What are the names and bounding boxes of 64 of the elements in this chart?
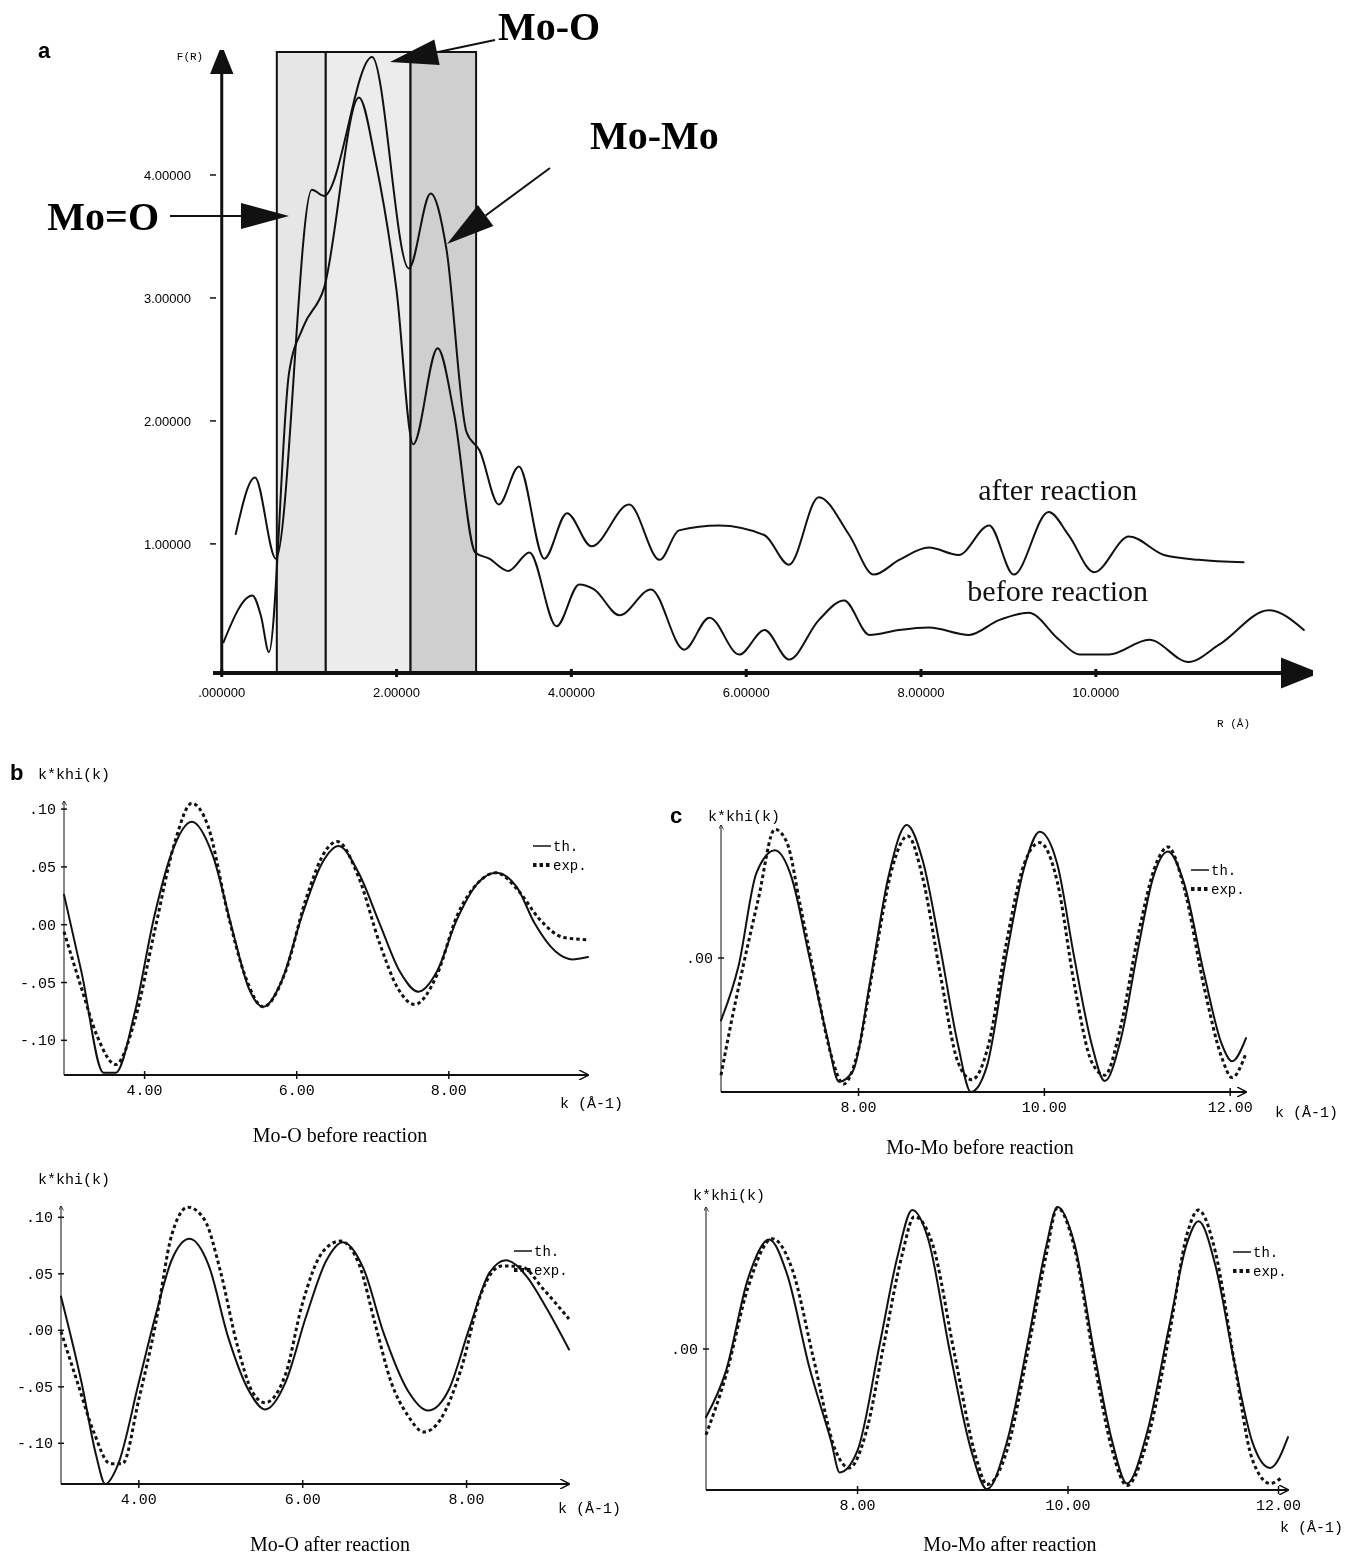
x-tick-label: .000000: [198, 685, 246, 700]
y-tick-label: .05: [28, 859, 56, 877]
y-tick-label: .00: [28, 917, 56, 935]
x-tick-label: 10.00: [1045, 1498, 1091, 1515]
y-axis-title: k*khi(k): [693, 1188, 766, 1205]
y-axis-title: k*khi(k): [708, 809, 781, 826]
series-label: before reaction: [967, 573, 1149, 607]
x-tick-label: 10.00: [1021, 1100, 1067, 1117]
text: Mo-O: [498, 4, 601, 49]
y-tick-label: -.05: [16, 1379, 53, 1397]
legend-label: th.: [553, 839, 579, 855]
x-tick-label: 12.00: [1256, 1498, 1302, 1515]
y-tick-label: .05: [25, 1266, 53, 1284]
x-tick-label: 2.00000: [373, 685, 421, 700]
x-axis-title: k (Å-1): [558, 1501, 622, 1518]
legend-label: th.: [1253, 1245, 1279, 1261]
x-tick-label: 4.00: [120, 1492, 157, 1509]
x-tick-label: 12.00: [1207, 1100, 1253, 1117]
x-tick-label: 6.00: [284, 1492, 321, 1509]
text: b: [10, 760, 24, 785]
x-axis-title: k (Å-1): [1280, 1520, 1344, 1537]
legend-label: exp.: [534, 1263, 568, 1279]
x-tick-label: 4.00000: [547, 685, 595, 700]
annotation: Mo-Mo: [590, 113, 719, 158]
x-axis-title: k (Å-1): [1275, 1105, 1339, 1122]
y-axis-title: F(R): [176, 51, 204, 63]
y-tick-label: -.10: [19, 1033, 56, 1051]
legend-label: th.: [534, 1244, 560, 1260]
text: Mo-O before reaction: [252, 1124, 428, 1146]
legend-label: exp.: [553, 858, 587, 874]
y-tick-label: 4.00000: [144, 167, 191, 183]
text: c: [670, 803, 683, 828]
y-axis-title: k*khi(k): [38, 1172, 111, 1189]
y-tick-label: -.10: [16, 1436, 53, 1454]
x-tick-label: 10.0000: [1072, 685, 1120, 700]
x-tick-label: 6.00000: [722, 685, 770, 700]
text: Mo-Mo before reaction: [886, 1136, 1074, 1158]
y-tick-label: .10: [28, 802, 56, 820]
x-axis-title: k (Å-1): [560, 1096, 624, 1113]
x-tick-label: 8.00: [430, 1083, 467, 1100]
legend-label: exp.: [1253, 1264, 1287, 1280]
series-label: after reaction: [978, 472, 1138, 506]
text: a: [38, 38, 51, 63]
x-tick-label: 8.00: [448, 1492, 485, 1509]
x-tick-label: 8.00000: [897, 685, 945, 700]
y-tick-label: -.05: [19, 975, 56, 993]
x-tick-label: 8.00: [839, 1498, 876, 1515]
text: .00: [670, 1342, 698, 1359]
y-tick-label: 3.00000: [144, 290, 191, 306]
y-axis-title: k*khi(k): [38, 767, 111, 784]
x-axis-title: R (Å): [1216, 718, 1250, 730]
text: Mo-O after reaction: [250, 1533, 410, 1555]
y-tick-label: 2.00000: [144, 413, 191, 429]
x-tick-label: 8.00: [840, 1100, 877, 1117]
y-tick-label: .10: [25, 1210, 53, 1228]
y-tick-label: .00: [25, 1323, 53, 1341]
x-tick-label: 6.00: [278, 1083, 315, 1100]
legend-label: th.: [1211, 863, 1237, 879]
text: .00: [685, 951, 713, 968]
x-tick-label: 4.00: [126, 1083, 163, 1100]
y-tick-label: 1.00000: [144, 536, 191, 552]
text: Mo=O: [47, 194, 159, 239]
text: Mo-Mo after reaction: [923, 1533, 1097, 1555]
legend-label: exp.: [1211, 882, 1245, 898]
